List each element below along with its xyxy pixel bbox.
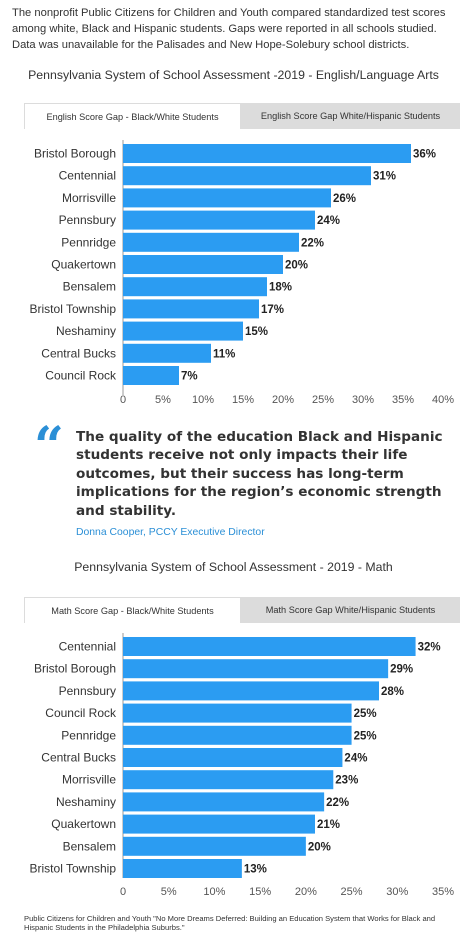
category-label: Bristol Borough [34,662,116,676]
category-label: Bristol Township [30,302,117,316]
x-tick-label: 30% [386,886,408,898]
category-label: Quakertown [51,817,116,831]
bar[interactable] [123,725,352,745]
quote-attribution: Donna Cooper, PCCY Executive Director [76,527,265,538]
category-label: Pennridge [61,235,116,249]
math-chart-title: Pennsylvania System of School Assessment… [74,560,393,574]
value-label: 20% [285,260,308,272]
category-label: Bristol Borough [34,147,116,161]
x-tick-label: 15% [232,394,254,406]
value-label: 23% [335,775,358,787]
bar[interactable] [123,277,267,297]
value-label: 17% [261,304,284,316]
x-tick-label: 20% [272,394,294,406]
x-tick-label: 15% [249,886,271,898]
value-label: 13% [244,864,267,876]
category-label: Council Rock [45,706,117,720]
value-label: 24% [317,215,340,227]
category-label: Pennsbury [59,684,116,698]
x-tick-label: 10% [203,886,225,898]
pull-quote: The quality of the education Black and H… [76,429,443,519]
bar[interactable] [123,770,334,790]
x-tick-label: 25% [312,394,334,406]
category-label: Central Bucks [41,751,116,765]
tab-english-white-hispanic[interactable]: English Score Gap White/Hispanic Student… [260,111,441,121]
bar[interactable] [123,703,352,723]
value-label: 21% [317,819,340,831]
value-label: 24% [344,753,367,765]
x-tick-label: 30% [352,394,374,406]
value-label: 31% [373,171,396,183]
x-tick-label: 40% [432,394,454,406]
math-bar-chart: Centennial 32% Bristol Borough 29% Pennsbury… [30,633,454,898]
x-tick-label: 25% [341,886,363,898]
value-label: 18% [269,282,292,294]
bar[interactable] [123,836,306,856]
value-label: 22% [326,797,349,809]
bar[interactable] [123,366,179,385]
bar[interactable] [123,792,325,812]
value-label: 25% [354,708,377,720]
value-label: 15% [245,326,268,338]
math-tabs: Math Score Gap - Black/White Students Ma… [24,597,460,623]
category-label: Neshaminy [56,324,116,338]
category-label: Bristol Township [30,862,117,876]
category-label: Council Rock [45,369,117,383]
bar[interactable] [123,681,379,701]
value-label: 26% [333,193,356,205]
tab-math-black-white[interactable]: Math Score Gap - Black/White Students [24,597,241,623]
value-label: 36% [413,149,436,161]
bar[interactable] [123,748,343,767]
english-chart-title: Pennsylvania System of School Assessment… [28,68,439,82]
bar[interactable] [123,299,259,319]
value-label: 20% [308,841,331,853]
category-label: Quakertown [51,258,116,272]
x-tick-label: 5% [161,886,177,898]
intro-text: The nonprofit Public Citizens for Childr… [12,7,446,52]
bar[interactable] [123,321,243,341]
bar[interactable] [123,144,411,163]
value-label: 7% [181,371,198,383]
x-tick-label: 5% [155,394,171,406]
english-tabs: English Score Gap - Black/White Students… [24,103,460,129]
value-label: 25% [354,730,377,742]
category-label: Bensalem [63,280,116,294]
x-tick-label: 35% [432,886,454,898]
category-label: Pennsbury [59,213,116,227]
value-label: 22% [301,237,324,249]
bar[interactable] [123,637,416,656]
value-label: 28% [381,686,404,698]
category-label: Neshaminy [56,795,116,809]
quote-mark-icon: “ [34,416,64,477]
english-bar-chart: Bristol Borough 36% Centennial 31% Morrisvil… [30,140,454,406]
tab-math-white-hispanic[interactable]: Math Score Gap White/Hispanic Students [265,605,436,615]
category-label: Morrisville [62,773,116,787]
value-label: 29% [390,664,413,676]
x-tick-label: 35% [392,394,414,406]
value-label: 32% [418,642,441,654]
category-label: Bensalem [63,839,116,853]
bar[interactable] [123,814,315,834]
x-tick-label: 20% [295,886,317,898]
bar[interactable] [123,859,242,878]
bar[interactable] [123,255,283,274]
x-tick-label: 10% [192,394,214,406]
tab-english-black-white[interactable]: English Score Gap - Black/White Students [24,103,241,129]
category-label: Centennial [59,169,116,183]
category-label: Centennial [59,640,116,654]
source-note: Public Citizens for Children and Youth "… [24,914,436,933]
bar[interactable] [123,232,299,252]
category-label: Central Bucks [41,346,116,360]
bar[interactable] [123,188,331,208]
category-label: Morrisville [62,191,116,205]
bar[interactable] [123,343,211,363]
value-label: 11% [213,348,235,360]
x-tick-label: 0 [120,886,126,898]
x-tick-label: 0 [120,394,126,406]
bar[interactable] [123,210,315,230]
bar[interactable] [123,166,371,186]
bar[interactable] [123,659,389,679]
category-label: Pennridge [61,728,116,742]
